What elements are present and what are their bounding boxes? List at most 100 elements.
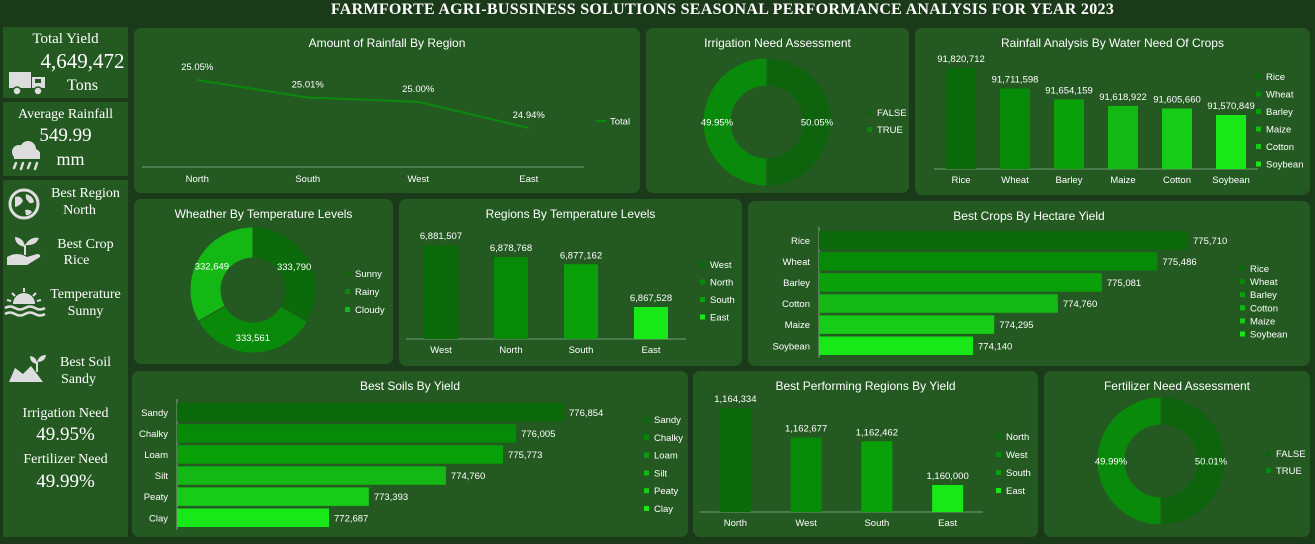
weather-slice-cloudy bbox=[189, 226, 254, 322]
weather-label-cloudy: 332,649 bbox=[195, 262, 229, 273]
crops_hectare-legend-wheat: Wheat bbox=[1250, 277, 1278, 288]
rain_crops-label-rice: 91,820,712 bbox=[937, 54, 985, 65]
fertilizer-slice-true bbox=[1096, 396, 1162, 526]
avg-rainfall-unit: mm bbox=[56, 149, 85, 169]
regions_temp-legend-east: East bbox=[710, 313, 729, 324]
crops_hectare-legend-maize: Maize bbox=[1250, 316, 1275, 327]
regions_yield-bar-south bbox=[861, 441, 893, 512]
regions_yield-tick-east: East bbox=[938, 518, 957, 529]
soils-bar-sandy bbox=[177, 403, 564, 422]
fertilizer-label: Fertilizer Need bbox=[23, 452, 108, 467]
soils-tick-silt: Silt bbox=[155, 471, 169, 482]
soils-tick-chalky: Chalky bbox=[139, 429, 168, 440]
fertilizer-label-false: 50.01% bbox=[1195, 457, 1228, 468]
regions_yield-tick-west: West bbox=[795, 518, 817, 529]
rain_crops-legend-swatch-rice bbox=[1256, 74, 1261, 79]
crops-hectare-chart: Rice 775,710 Wheat 775,486 Barley 775,081 Cott… bbox=[772, 227, 1288, 358]
rain-crops-title: Rainfall Analysis By Water Need Of Crops bbox=[1001, 36, 1224, 50]
soils-bar-clay bbox=[177, 508, 329, 527]
regions_yield-legend-swatch-east bbox=[996, 488, 1001, 493]
kpi-avg-rainfall: Average Rainfall 549.99 mm bbox=[3, 102, 128, 176]
irrigation-legend-true: TRUE bbox=[877, 125, 903, 136]
rain_crops-legend-wheat: Wheat bbox=[1266, 90, 1294, 101]
soils-bar-silt bbox=[177, 466, 446, 485]
crops_hectare-tick-cotton: Cotton bbox=[782, 299, 810, 310]
rain_crops-label-cotton: 91,605,660 bbox=[1153, 94, 1201, 105]
rain_crops-legend-swatch-maize bbox=[1256, 126, 1261, 132]
soils-tick-sandy: Sandy bbox=[141, 408, 168, 419]
crops_hectare-label-cotton: 774,760 bbox=[1063, 299, 1097, 310]
regions_temp-bar-south bbox=[564, 264, 598, 339]
regions_temp-legend-swatch-north bbox=[700, 279, 705, 285]
regions_temp-legend-swatch-west bbox=[700, 262, 705, 267]
rain_crops-legend-swatch-soybean bbox=[1256, 161, 1261, 167]
panel-rain-crops: Rainfall Analysis By Water Need Of Crops… bbox=[915, 28, 1310, 195]
crops_hectare-legend-swatch-barley bbox=[1240, 292, 1245, 298]
irrigation-value: 49.95% bbox=[36, 424, 95, 445]
soils-legend-peaty: Peaty bbox=[654, 486, 679, 497]
fertilizer-title: Fertilizer Need Assessment bbox=[1103, 379, 1251, 393]
rain_crops-bar-barley bbox=[1054, 99, 1084, 169]
soils-legend-sandy: Sandy bbox=[654, 415, 681, 426]
regions_yield-tick-south: South bbox=[864, 518, 889, 529]
soils-bar-chalky bbox=[177, 424, 517, 443]
rain_crops-legend-maize: Maize bbox=[1266, 125, 1291, 136]
soils-label-peaty: 773,393 bbox=[374, 492, 408, 503]
rain_crops-label-wheat: 91,711,598 bbox=[992, 75, 1039, 86]
best-soil-value: Sandy bbox=[61, 372, 96, 387]
fertilizer-slice-false bbox=[1160, 396, 1226, 526]
irrigation-label-false: 50.05% bbox=[801, 118, 834, 129]
regions_temp-bar-east bbox=[634, 307, 668, 339]
fertilizer-legend-swatch-true bbox=[1266, 468, 1271, 473]
regions_temp-legend-swatch-south bbox=[700, 297, 705, 302]
crops_hectare-label-rice: 775,710 bbox=[1193, 236, 1227, 247]
regions_yield-legend-swatch-south bbox=[996, 470, 1001, 475]
panel-fertilizer: Fertilizer Need Assessment 50.01% 49.99% F… bbox=[1044, 371, 1310, 537]
fertilizer-legend-swatch-false bbox=[1266, 451, 1271, 456]
soils-legend-swatch-silt bbox=[644, 470, 649, 476]
soils-tick-loam: Loam bbox=[144, 450, 168, 461]
rain_crops-tick-rice: Rice bbox=[951, 175, 970, 186]
total-yield-value: 4,649,472 bbox=[40, 49, 125, 73]
soils-tick-peaty: Peaty bbox=[144, 492, 169, 503]
regions-yield-chart: 1,164,334 North 1,162,677 West 1,162,462 Sout… bbox=[700, 394, 1031, 529]
regions-temp-title: Regions By Temperature Levels bbox=[485, 207, 656, 221]
rainfall_region-legend-total: Total bbox=[610, 117, 630, 128]
soil-plant-icon bbox=[9, 355, 46, 382]
crops_hectare-tick-barley: Barley bbox=[783, 278, 810, 289]
rain_crops-bar-rice bbox=[946, 68, 976, 169]
regions_temp-tick-west: West bbox=[430, 345, 452, 356]
irrigation-legend-swatch-false bbox=[867, 110, 872, 115]
rain_crops-bar-soybean bbox=[1216, 115, 1246, 169]
rain_crops-legend-swatch-cotton bbox=[1256, 144, 1261, 149]
truck-icon bbox=[9, 72, 45, 96]
rain_crops-tick-maize: Maize bbox=[1110, 175, 1135, 186]
crops_hectare-legend-swatch-rice bbox=[1240, 266, 1245, 271]
panel-rainfall-region: Amount of Rainfall By Region 25.05% North… bbox=[134, 28, 640, 193]
soils-legend-silt: Silt bbox=[654, 468, 668, 479]
rainfall_region-label-west: 25.00% bbox=[402, 84, 435, 95]
avg-rainfall-label: Average Rainfall bbox=[18, 107, 113, 122]
rain_crops-legend-swatch-barley bbox=[1256, 109, 1261, 114]
fertilizer-label-true: 49.99% bbox=[1095, 456, 1128, 467]
rain_crops-tick-cotton: Cotton bbox=[1163, 175, 1191, 186]
rain_crops-label-maize: 91,618,922 bbox=[1099, 92, 1147, 103]
regions_temp-label-north: 6,878,768 bbox=[490, 243, 532, 254]
kpi-total-yield: Total Yield 4,649,472 Tons bbox=[3, 27, 128, 98]
soils-label-sandy: 776,854 bbox=[569, 408, 603, 419]
regions_yield-bar-north bbox=[719, 408, 751, 512]
rain_crops-legend-soybean: Soybean bbox=[1266, 160, 1304, 171]
rainfall_region-label-south: 25.01% bbox=[292, 79, 325, 90]
regions_yield-legend-swatch-west bbox=[996, 452, 1001, 457]
fertilizer-legend-false: FALSE bbox=[1276, 449, 1306, 460]
regions_yield-label-north: 1,164,334 bbox=[714, 394, 756, 405]
rainfall_region-tick-south: South bbox=[295, 174, 320, 185]
regions_yield-tick-north: North bbox=[724, 518, 747, 529]
weather-legend-swatch-cloudy bbox=[345, 307, 350, 312]
crops-hectare-title: Best Crops By Hectare Yield bbox=[953, 209, 1105, 223]
weather-legend-sunny: Sunny bbox=[355, 269, 382, 280]
best-crop-value: Rice bbox=[63, 253, 90, 268]
rain_crops-label-barley: 91,654,159 bbox=[1045, 85, 1093, 96]
crops_hectare-tick-rice: Rice bbox=[791, 236, 810, 247]
crops_hectare-label-maize: 774,295 bbox=[999, 320, 1033, 331]
